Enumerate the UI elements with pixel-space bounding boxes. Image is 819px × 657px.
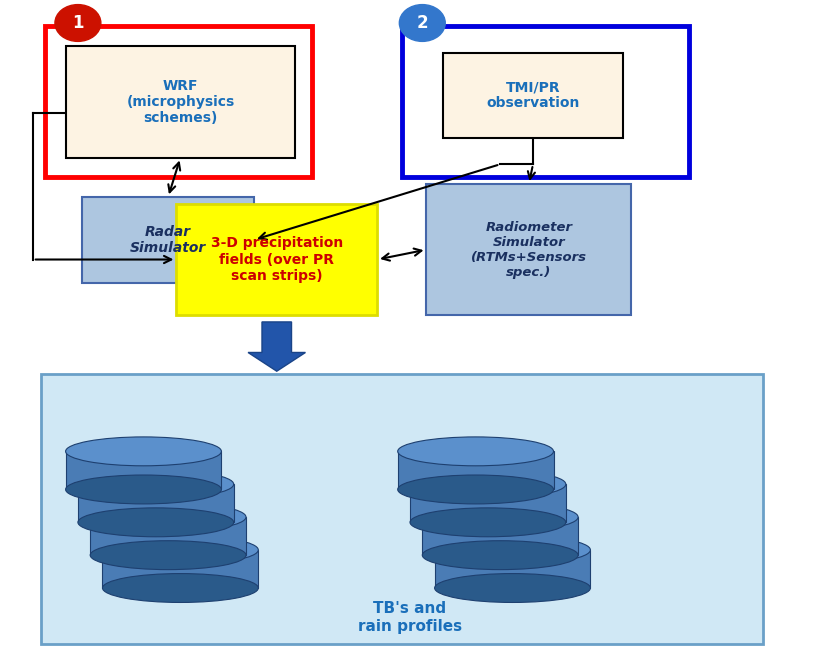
Bar (410, 484, 565, 522)
Circle shape (55, 5, 101, 41)
Ellipse shape (434, 574, 590, 602)
Bar (434, 550, 590, 588)
Ellipse shape (422, 541, 577, 570)
Bar (426, 184, 631, 315)
Text: Radiometer
Simulator
(RTMs+Sensors
spec.): Radiometer Simulator (RTMs+Sensors spec.… (470, 221, 586, 279)
Ellipse shape (78, 470, 233, 499)
Bar (442, 53, 622, 138)
Text: WRF
(microphysics
schemes): WRF (microphysics schemes) (126, 79, 234, 125)
Text: 2: 2 (416, 14, 428, 32)
Bar (41, 374, 762, 644)
Ellipse shape (66, 437, 221, 466)
Circle shape (399, 5, 445, 41)
Bar (66, 46, 295, 158)
Bar (90, 517, 246, 555)
Text: 3-D precipitation
fields (over PR
scan strips): 3-D precipitation fields (over PR scan s… (210, 237, 342, 283)
Ellipse shape (78, 508, 233, 537)
Bar (102, 550, 258, 588)
Ellipse shape (102, 574, 258, 602)
Text: TMI/PR
observation: TMI/PR observation (486, 80, 579, 110)
Ellipse shape (422, 503, 577, 532)
Ellipse shape (90, 541, 246, 570)
Bar (176, 204, 377, 315)
Ellipse shape (397, 475, 553, 504)
Ellipse shape (90, 503, 246, 532)
Text: TB's and
rain profiles: TB's and rain profiles (358, 601, 461, 634)
Ellipse shape (410, 508, 565, 537)
Bar (397, 451, 553, 489)
Ellipse shape (410, 470, 565, 499)
Bar (422, 517, 577, 555)
Ellipse shape (397, 437, 553, 466)
Text: Radar
Simulator: Radar Simulator (130, 225, 206, 255)
Ellipse shape (102, 535, 258, 564)
Bar (401, 26, 688, 177)
Bar (82, 197, 254, 283)
Bar (78, 484, 233, 522)
Ellipse shape (66, 475, 221, 504)
Polygon shape (247, 322, 305, 371)
Text: 1: 1 (72, 14, 84, 32)
Bar (66, 451, 221, 489)
Bar (45, 26, 311, 177)
Ellipse shape (434, 535, 590, 564)
